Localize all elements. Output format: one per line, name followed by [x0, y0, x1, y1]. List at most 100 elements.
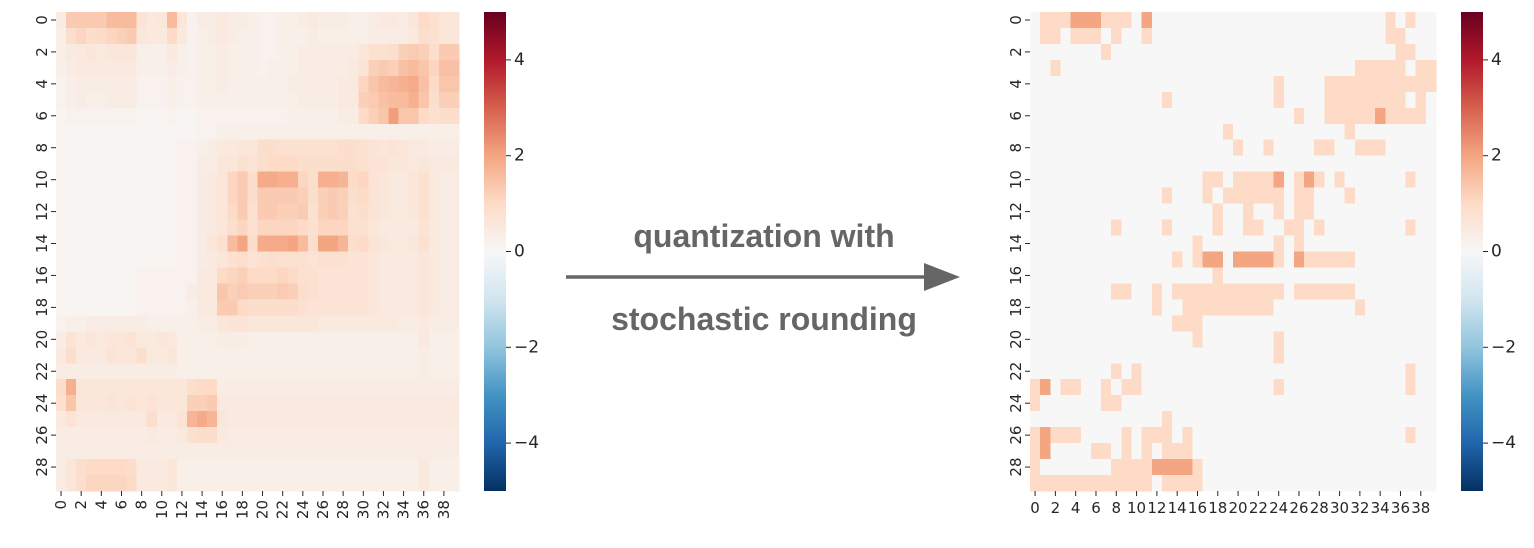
- heatmap-cell: [1243, 75, 1254, 93]
- heatmap-cell: [116, 379, 128, 396]
- heatmap-cell: [1233, 91, 1244, 109]
- heatmap-cell: [96, 315, 107, 332]
- heatmap-cell: [307, 363, 319, 380]
- heatmap-cell: [106, 331, 118, 348]
- heatmap-cell: [146, 459, 158, 476]
- heatmap-cell: [1324, 155, 1336, 173]
- heatmap-cell: [418, 59, 430, 77]
- heatmap-cell: [1101, 379, 1112, 396]
- heatmap-cell: [1131, 203, 1143, 221]
- heatmap-cell: [227, 219, 238, 237]
- heatmap-cell: [1293, 43, 1305, 61]
- heatmap-cell: [116, 27, 128, 45]
- heatmap-cell: [96, 363, 107, 380]
- heatmap-cell: [56, 59, 67, 77]
- heatmap-cell: [267, 27, 279, 45]
- heatmap-cell: [197, 139, 208, 157]
- heatmap-cell: [217, 251, 228, 269]
- heatmap-cell: [1263, 75, 1275, 93]
- heatmap-cell: [1212, 459, 1224, 476]
- heatmap-cell: [1304, 75, 1315, 93]
- heatmap-cell: [1415, 363, 1427, 380]
- heatmap-cell: [146, 347, 158, 364]
- heatmap-cell: [257, 219, 269, 237]
- heatmap-cell: [287, 107, 299, 125]
- heatmap-cell: [1222, 12, 1234, 29]
- heatmap-cell: [176, 379, 188, 396]
- heatmap-cell: [1304, 43, 1315, 61]
- heatmap-cell: [287, 315, 299, 332]
- heatmap-cell: [186, 139, 198, 157]
- heatmap-cell: [1253, 363, 1265, 380]
- heatmap-cell: [438, 395, 450, 412]
- heatmap-cell: [1050, 75, 1062, 93]
- heatmap-cell: [307, 139, 319, 157]
- heatmap-cell: [1354, 27, 1366, 45]
- heatmap-cell: [408, 475, 420, 492]
- heatmap-cell: [1415, 107, 1427, 125]
- heatmap-cell: [237, 235, 249, 253]
- heatmap-cell: [1040, 107, 1051, 125]
- heatmap-cell: [1395, 251, 1407, 269]
- heatmap-cell: [1354, 459, 1366, 476]
- heatmap-cell: [1395, 27, 1407, 45]
- heatmap-cell: [1324, 331, 1336, 348]
- heatmap-cell: [1070, 443, 1082, 460]
- heatmap-cell: [267, 459, 279, 476]
- heatmap-cell: [438, 187, 450, 205]
- heatmap-cell: [328, 331, 339, 348]
- heatmap-cell: [156, 315, 168, 332]
- heatmap-cell: [1324, 59, 1336, 77]
- heatmap-cell: [287, 347, 299, 364]
- heatmap-cell: [1080, 123, 1092, 141]
- heatmap-cell: [358, 331, 369, 348]
- heatmap-cell: [398, 459, 410, 476]
- heatmap-cell: [1161, 299, 1173, 316]
- heatmap-cell: [136, 299, 148, 316]
- heatmap-cell: [116, 91, 128, 109]
- heatmap-cell: [297, 475, 309, 492]
- heatmap-cell: [1364, 427, 1376, 444]
- heatmap-cell: [1314, 283, 1325, 300]
- heatmap-cell: [1111, 363, 1122, 380]
- heatmap-cell: [1263, 459, 1275, 476]
- heatmap-cell: [448, 27, 460, 45]
- heatmap-cell: [56, 475, 67, 492]
- x-tick-label: 34: [395, 500, 413, 519]
- heatmap-cell: [368, 411, 379, 428]
- heatmap-cell: [1090, 107, 1102, 125]
- heatmap-cell: [1395, 267, 1407, 285]
- x-tick-label: 20: [1229, 499, 1248, 517]
- heatmap-cell: [227, 427, 238, 444]
- heatmap-cell: [1324, 235, 1336, 253]
- heatmap-cell: [1070, 379, 1082, 396]
- heatmap-cell: [227, 27, 238, 45]
- heatmap-cell: [1243, 27, 1254, 45]
- heatmap-cell: [86, 219, 97, 237]
- heatmap-cell: [237, 443, 249, 460]
- heatmap-cell: [146, 299, 158, 316]
- heatmap-cell: [1263, 283, 1275, 300]
- heatmap-cell: [1161, 427, 1173, 444]
- heatmap-cell: [66, 43, 77, 61]
- heatmap-cell: [388, 187, 400, 205]
- heatmap-cell: [1101, 91, 1112, 109]
- heatmap-cell: [1101, 299, 1112, 316]
- heatmap-cell: [378, 219, 390, 237]
- heatmap-cell: [378, 107, 390, 125]
- heatmap-cell: [217, 155, 228, 173]
- heatmap-cell: [317, 267, 329, 285]
- heatmap-cell: [388, 427, 400, 444]
- heatmap-cell: [428, 459, 440, 476]
- heatmap-cell: [1070, 155, 1082, 173]
- heatmap-cell: [1243, 315, 1254, 332]
- heatmap-cell: [1050, 331, 1062, 348]
- heatmap-cell: [247, 155, 259, 173]
- heatmap-cell: [378, 299, 390, 316]
- heatmap-cell: [378, 363, 390, 380]
- heatmap-cell: [448, 379, 460, 396]
- heatmap-cell: [408, 315, 420, 332]
- heatmap-cell: [136, 395, 148, 412]
- heatmap-cell: [1141, 315, 1153, 332]
- heatmap-cell: [197, 267, 208, 285]
